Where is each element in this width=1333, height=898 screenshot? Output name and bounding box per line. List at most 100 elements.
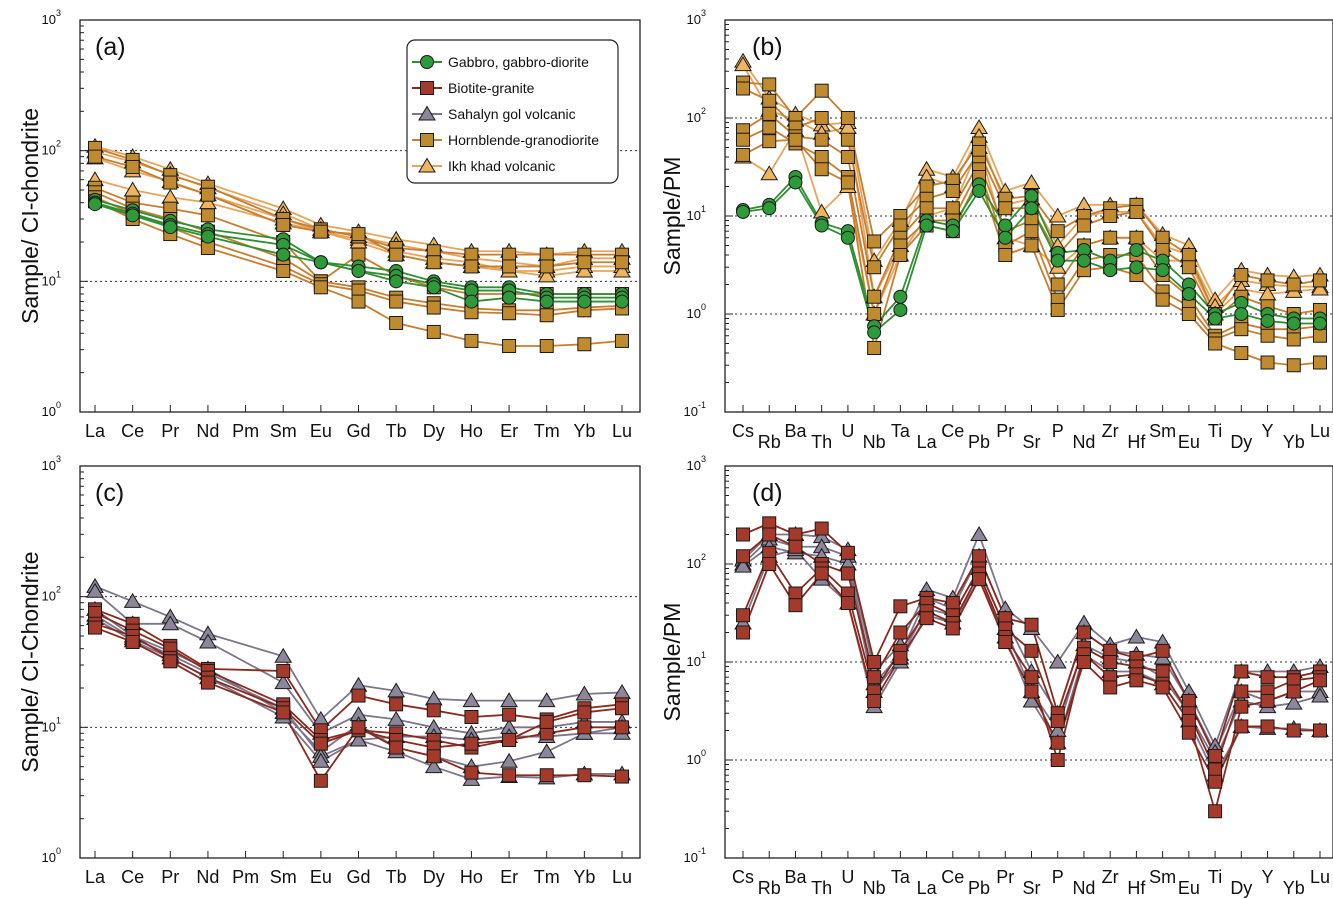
data-point-hornblende xyxy=(577,255,592,270)
data-point-granite xyxy=(1103,655,1118,669)
data-point-granite xyxy=(1260,670,1275,685)
data-point-granite xyxy=(464,736,479,751)
data-point-granite xyxy=(577,705,592,720)
data-point-hornblende xyxy=(1050,302,1065,317)
data-point-hornblende xyxy=(1181,247,1196,262)
x-tick-label: Th xyxy=(811,878,832,898)
data-point-granite xyxy=(867,693,882,708)
data-point-gabbro xyxy=(276,247,291,262)
data-point-hornblende xyxy=(1129,230,1144,245)
data-point-granite xyxy=(1181,693,1196,708)
data-point-gabbro xyxy=(1076,253,1091,268)
data-point-ikh xyxy=(575,262,594,278)
data-point-granite xyxy=(464,765,479,780)
data-point-ikh xyxy=(1048,207,1067,223)
x-tick-label: Tb xyxy=(386,421,407,441)
data-point-hornblende xyxy=(276,217,291,232)
data-point-gabbro xyxy=(1155,263,1170,278)
data-point-hornblende xyxy=(1234,322,1249,337)
x-tick-label: Yb xyxy=(1283,432,1305,452)
data-point-hornblende xyxy=(788,132,803,147)
x-tick-label: Tm xyxy=(534,421,560,441)
data-point-gabbro xyxy=(1103,263,1118,278)
panel-label: (c) xyxy=(95,479,124,507)
data-point-gabbro xyxy=(200,229,215,244)
data-point-granite xyxy=(736,608,750,623)
data-point-granite xyxy=(464,709,479,724)
x-tick-label: Pm xyxy=(232,867,259,887)
y-tick-label: 101 xyxy=(687,650,706,669)
x-tick-label: Y xyxy=(1262,867,1274,887)
data-point-granite xyxy=(1208,762,1223,777)
data-point-hornblende xyxy=(762,77,777,92)
data-point-gabbro xyxy=(1129,260,1144,275)
plot-frame xyxy=(79,465,641,859)
x-tick-label: Ti xyxy=(1208,867,1222,887)
data-point-granite xyxy=(1024,670,1039,685)
data-point-sahalyn xyxy=(86,582,104,598)
data-point-granite xyxy=(1208,774,1223,789)
data-point-granite xyxy=(919,611,934,626)
x-tick-label: La xyxy=(917,432,938,452)
data-point-granite xyxy=(736,625,750,640)
legend-marker-granite xyxy=(420,81,434,95)
data-point-gabbro xyxy=(464,294,479,309)
data-point-granite xyxy=(577,768,592,783)
y-tick-label: 100 xyxy=(687,748,706,767)
x-tick-label: Cs xyxy=(732,867,754,887)
y-tick-label: 100 xyxy=(687,302,706,321)
data-point-hornblende xyxy=(867,307,882,321)
x-tick-label: Yb xyxy=(1283,878,1305,898)
data-point-sahalyn xyxy=(311,752,330,768)
data-point-granite xyxy=(762,557,777,571)
data-point-hornblende xyxy=(736,147,750,162)
data-point-granite xyxy=(502,768,517,783)
data-point-hornblende xyxy=(814,83,829,98)
y-tick-label: 103 xyxy=(687,8,706,27)
data-point-granite xyxy=(615,701,629,716)
data-point-granite xyxy=(276,663,291,678)
x-tick-label: Ho xyxy=(460,867,483,887)
data-point-hornblende xyxy=(464,247,479,262)
x-tick-label: Ce xyxy=(941,421,964,441)
data-point-granite xyxy=(893,650,908,665)
data-point-gabbro xyxy=(88,197,102,212)
data-point-granite xyxy=(1076,655,1091,669)
data-point-hornblende xyxy=(464,259,479,274)
data-point-gabbro xyxy=(1024,188,1039,203)
data-point-sahalyn xyxy=(161,615,180,631)
data-point-gabbro xyxy=(1313,316,1327,331)
legend-label: Gabbro, gabbro-diorite xyxy=(448,54,589,70)
x-tick-label: Pb xyxy=(968,878,990,898)
data-point-hornblende xyxy=(426,255,441,270)
x-tick-label: Zr xyxy=(1102,867,1119,887)
x-tick-label: Ce xyxy=(121,421,144,441)
data-point-hornblende xyxy=(1234,345,1249,360)
data-point-granite xyxy=(893,599,908,614)
x-tick-label: Pr xyxy=(996,421,1014,441)
data-point-granite xyxy=(840,595,855,610)
x-tick-label: Pr xyxy=(161,867,179,887)
data-point-hornblende xyxy=(200,187,215,202)
panel-b-spider-pm: 10-1100101102103Sample/PM(b)CsRbBaThUNbT… xyxy=(659,8,1333,452)
x-tick-label: Ba xyxy=(784,867,807,887)
y-tick-label: 102 xyxy=(687,106,706,125)
x-tick-label: Nd xyxy=(1072,878,1095,898)
x-tick-label: Dy xyxy=(423,867,445,887)
data-point-hornblende xyxy=(1260,328,1275,343)
data-point-hornblende xyxy=(814,111,829,125)
data-point-sahalyn xyxy=(613,683,631,699)
data-point-gabbro xyxy=(893,302,908,317)
data-point-granite xyxy=(1050,714,1065,729)
data-point-granite xyxy=(1024,643,1039,658)
data-point-granite xyxy=(1155,680,1170,695)
data-point-hornblende xyxy=(1208,336,1223,351)
data-point-hornblende xyxy=(276,263,291,278)
panel-c-ree-chondrite: 100 101 102 103 Sample/ CI-Chondrite (c) La Ce P… xyxy=(17,454,641,887)
data-point-hornblende xyxy=(1313,355,1327,370)
data-point-granite xyxy=(788,527,803,542)
data-point-gabbro xyxy=(615,294,629,309)
data-point-gabbro xyxy=(998,218,1013,233)
x-tick-label: Sr xyxy=(1023,878,1041,898)
data-point-granite xyxy=(539,768,554,783)
